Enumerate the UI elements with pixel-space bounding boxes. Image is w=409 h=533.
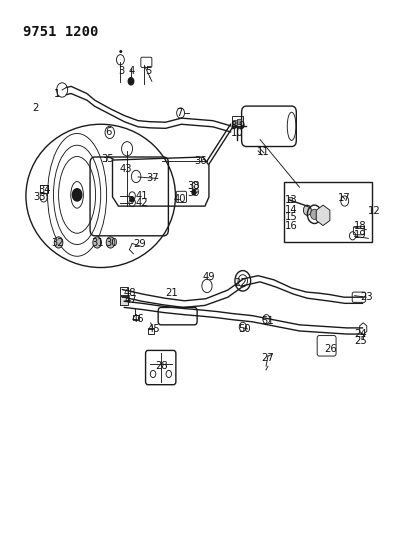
Text: 4: 4: [129, 66, 135, 76]
Text: 38: 38: [187, 181, 199, 191]
Circle shape: [130, 197, 134, 202]
Text: 22: 22: [234, 278, 246, 288]
Text: 14: 14: [285, 205, 297, 215]
Text: 33: 33: [34, 192, 46, 202]
Text: 47: 47: [124, 295, 137, 305]
Text: 49: 49: [202, 272, 215, 282]
Text: 9: 9: [238, 121, 244, 131]
Text: 3: 3: [118, 66, 124, 76]
Circle shape: [191, 190, 196, 195]
Text: 5: 5: [144, 66, 151, 76]
Text: 35: 35: [101, 154, 113, 164]
Text: 40: 40: [173, 194, 185, 204]
Text: 6: 6: [105, 127, 112, 138]
Bar: [237, 119, 240, 124]
Circle shape: [128, 78, 133, 85]
Text: 50: 50: [238, 324, 250, 334]
Bar: [231, 116, 242, 127]
Text: 48: 48: [124, 288, 136, 297]
Circle shape: [72, 189, 82, 201]
Text: 51: 51: [261, 316, 274, 326]
Text: 31: 31: [91, 238, 104, 248]
Text: 23: 23: [359, 292, 372, 302]
Text: 18: 18: [353, 221, 366, 231]
Text: 19: 19: [353, 230, 366, 240]
Text: 30: 30: [105, 238, 117, 248]
Text: ●: ●: [118, 50, 122, 54]
Circle shape: [310, 209, 317, 220]
Text: 16: 16: [285, 221, 297, 231]
Text: 28: 28: [155, 361, 168, 372]
Text: 43: 43: [120, 164, 132, 174]
Text: 21: 21: [165, 288, 178, 298]
Bar: [287, 197, 291, 202]
Text: 37: 37: [146, 173, 159, 183]
Bar: [232, 120, 236, 125]
Bar: [283, 182, 371, 242]
Text: 10: 10: [230, 128, 243, 139]
Bar: [148, 328, 153, 334]
Text: 15: 15: [285, 212, 297, 222]
Text: 42: 42: [135, 198, 148, 208]
Ellipse shape: [71, 182, 83, 208]
Circle shape: [92, 237, 101, 248]
Text: 36: 36: [194, 156, 207, 166]
Text: 25: 25: [353, 336, 366, 346]
Text: 17: 17: [337, 193, 350, 204]
Text: 26: 26: [324, 344, 337, 354]
Text: 2: 2: [32, 103, 38, 113]
Bar: [133, 315, 139, 320]
Text: 39: 39: [187, 188, 199, 198]
Text: 9751 1200: 9751 1200: [23, 25, 98, 39]
Bar: [40, 184, 48, 193]
Bar: [120, 287, 128, 295]
Text: 34: 34: [38, 185, 51, 195]
Text: 29: 29: [133, 239, 146, 249]
Text: 12: 12: [367, 206, 380, 216]
Text: 32: 32: [51, 238, 63, 248]
Text: 11: 11: [256, 147, 269, 157]
Text: 27: 27: [261, 352, 274, 362]
Text: 8: 8: [229, 121, 236, 131]
Text: 7: 7: [176, 108, 182, 118]
Text: 41: 41: [135, 191, 148, 201]
Circle shape: [303, 205, 310, 215]
Text: 24: 24: [353, 329, 366, 339]
Circle shape: [106, 237, 115, 248]
Bar: [119, 296, 128, 305]
Text: 1: 1: [54, 88, 61, 99]
Circle shape: [54, 237, 63, 248]
Text: 45: 45: [147, 324, 160, 334]
Text: 13: 13: [285, 195, 297, 205]
Text: 46: 46: [131, 314, 144, 324]
